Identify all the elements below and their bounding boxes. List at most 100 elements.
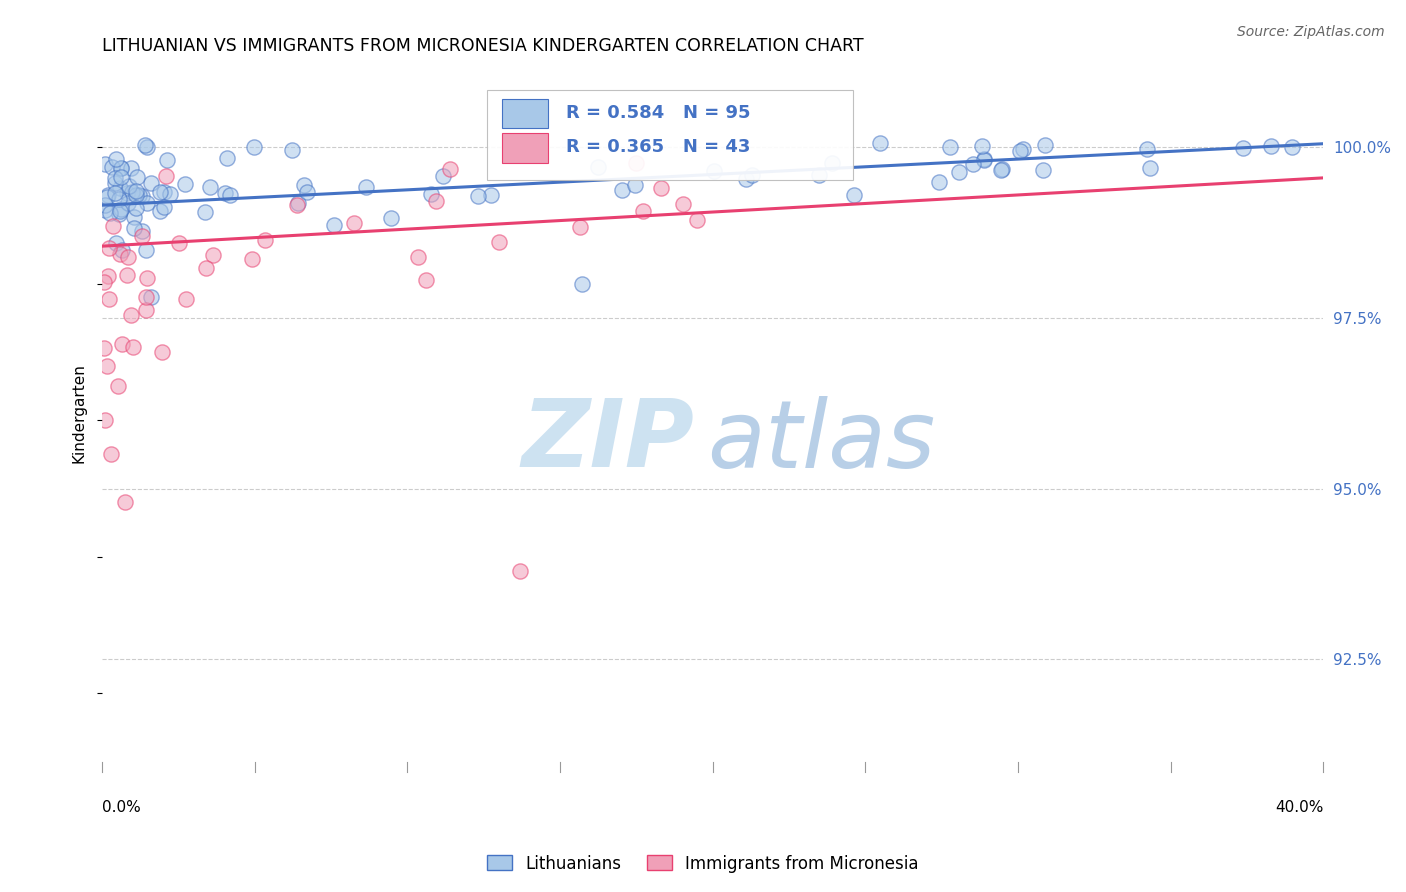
Text: 40.0%: 40.0%: [1275, 800, 1323, 815]
Point: [110, 161, 132, 175]
Point: [624, 178, 647, 193]
Point: [135, 243, 157, 257]
Point: [141, 290, 163, 304]
Point: [117, 196, 139, 211]
Point: [973, 153, 995, 168]
Point: [149, 185, 172, 199]
Point: [343, 216, 366, 230]
Point: [124, 187, 146, 202]
Point: [94, 413, 117, 427]
Text: R = 0.365   N = 43: R = 0.365 N = 43: [567, 138, 751, 156]
Point: [103, 170, 125, 185]
Point: [97, 241, 120, 255]
Point: [122, 210, 145, 224]
Point: [117, 250, 139, 264]
Point: [131, 224, 153, 238]
Point: [488, 235, 510, 249]
Point: [110, 202, 132, 217]
Point: [94, 156, 117, 170]
Point: [1033, 137, 1056, 152]
Legend: Lithuanians, Immigrants from Micronesia: Lithuanians, Immigrants from Micronesia: [481, 848, 925, 880]
Point: [962, 157, 984, 171]
Point: [467, 189, 489, 203]
Text: LITHUANIAN VS IMMIGRANTS FROM MICRONESIA KINDERGARTEN CORRELATION CHART: LITHUANIAN VS IMMIGRANTS FROM MICRONESIA…: [103, 37, 863, 55]
Point: [96, 187, 118, 202]
Point: [159, 187, 181, 202]
Point: [107, 379, 129, 393]
Point: [406, 250, 429, 264]
Point: [94, 198, 117, 212]
Point: [122, 340, 145, 354]
Point: [295, 185, 318, 199]
Point: [419, 186, 441, 201]
Point: [149, 204, 172, 219]
Point: [128, 188, 150, 202]
Point: [292, 178, 315, 193]
Text: 0.0%: 0.0%: [103, 800, 141, 815]
Point: [122, 220, 145, 235]
Point: [686, 212, 709, 227]
Point: [807, 168, 830, 182]
Point: [1139, 161, 1161, 175]
Point: [215, 151, 238, 165]
Point: [626, 155, 648, 169]
Point: [98, 292, 121, 306]
Point: [108, 192, 131, 206]
Point: [214, 186, 236, 200]
Point: [1260, 139, 1282, 153]
Point: [104, 176, 127, 190]
Point: [842, 188, 865, 202]
Point: [96, 359, 118, 373]
Point: [120, 308, 142, 322]
Point: [928, 175, 950, 189]
Point: [1011, 142, 1033, 156]
Point: [131, 229, 153, 244]
Point: [93, 342, 115, 356]
Point: [973, 152, 995, 166]
Bar: [502, 134, 548, 162]
Point: [281, 144, 304, 158]
Point: [380, 211, 402, 226]
Point: [111, 337, 134, 351]
Point: [96, 190, 118, 204]
Point: [111, 243, 134, 257]
Point: [115, 186, 138, 201]
Point: [612, 183, 634, 197]
Point: [672, 197, 695, 211]
Point: [323, 218, 346, 232]
Point: [105, 235, 128, 250]
Point: [169, 235, 191, 250]
Point: [990, 163, 1012, 178]
Point: [136, 196, 159, 211]
Point: [970, 139, 993, 153]
Point: [153, 186, 176, 200]
Point: [869, 136, 891, 151]
Point: [155, 169, 177, 183]
Point: [100, 160, 122, 174]
Point: [439, 162, 461, 177]
Point: [101, 219, 124, 234]
Point: [741, 169, 763, 183]
Point: [125, 170, 148, 185]
Point: [114, 495, 136, 509]
Point: [509, 564, 531, 578]
FancyBboxPatch shape: [486, 89, 853, 180]
Point: [152, 200, 174, 214]
Point: [121, 185, 143, 199]
Point: [135, 290, 157, 304]
Point: [150, 345, 173, 359]
Point: [98, 205, 121, 219]
Point: [568, 219, 591, 234]
Point: [93, 276, 115, 290]
Point: [479, 188, 502, 202]
Point: [939, 140, 962, 154]
Text: R = 0.584   N = 95: R = 0.584 N = 95: [567, 103, 751, 121]
Point: [219, 188, 242, 202]
Point: [1281, 140, 1303, 154]
Point: [108, 203, 131, 218]
Point: [107, 207, 129, 221]
Point: [1008, 144, 1031, 158]
Point: [702, 164, 724, 178]
Point: [110, 170, 132, 185]
Point: [432, 169, 454, 183]
